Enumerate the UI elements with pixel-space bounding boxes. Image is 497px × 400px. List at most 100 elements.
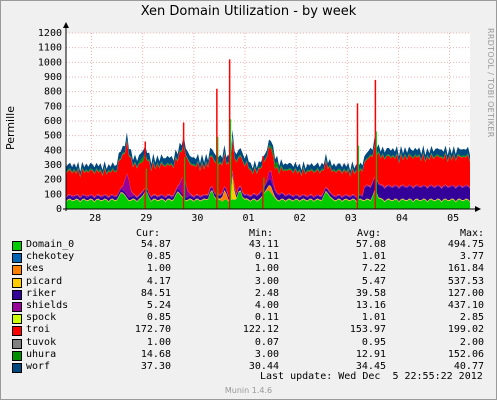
x-tick-label: 29: [140, 213, 152, 224]
legend-value-min: 3.00: [254, 348, 279, 360]
legend-row: shields 5.24 4.00 13.16 437.10: [0, 300, 497, 312]
legend-value-cur: 1.00: [146, 263, 171, 275]
legend-value-max: 2.85: [459, 312, 484, 324]
legend-value-cur: 0.85: [146, 312, 171, 324]
munin-version: Munin 1.4.6: [224, 386, 273, 395]
x-tick-label: 05: [447, 213, 459, 224]
x-tick-label: 01: [243, 213, 255, 224]
legend-row: chekotey 0.85 0.11 1.01 3.77: [0, 251, 497, 264]
legend-value-max: 127.00: [447, 287, 484, 299]
last-update-text: Last update: Wed Dec 5 22:55:22 2012: [260, 371, 483, 382]
x-axis-arrow: [475, 206, 481, 212]
chart-plot: 0 100 200 300 400 500 600 700 800 900 1000 1100 1200…: [38, 22, 481, 224]
legend-value-avg: 34.45: [355, 361, 386, 372]
legend-value-avg: 5.47: [361, 275, 386, 287]
legend-value-avg: 1.01: [361, 312, 386, 324]
legend-value-min: 0.11: [254, 251, 279, 263]
legend-swatch: [12, 314, 22, 325]
y-tick-label: 1200: [38, 28, 62, 39]
legend-value-cur: 1.00: [146, 336, 171, 348]
legend-value-cur: 4.17: [146, 275, 171, 287]
legend-value-avg: 153.97: [349, 324, 386, 336]
legend-swatch: [12, 289, 22, 300]
legend-value-max: 199.02: [447, 324, 484, 336]
y-tick-label: 100: [44, 189, 62, 200]
legend-row: kes 1.00 1.00 7.22 161.84: [0, 263, 497, 276]
legend-series-name: tuvok: [26, 336, 57, 348]
legend-value-min: 2.48: [254, 287, 279, 299]
legend-value-min: 3.00: [254, 275, 279, 287]
legend-swatch: [12, 253, 22, 264]
y-tick-label: 0: [56, 204, 62, 215]
legend-series-name: spock: [26, 312, 57, 324]
legend-value-avg: 7.22: [361, 263, 386, 275]
y-tick-label: 300: [44, 160, 62, 171]
x-tick-label: 02: [294, 213, 306, 224]
legend-header-cur: Cur:: [136, 228, 161, 239]
legend-value-cur: 5.24: [146, 300, 171, 311]
legend-series-name: chekotey: [26, 251, 75, 263]
legend-value-avg: 0.95: [361, 336, 386, 348]
legend-series-name: troi: [26, 324, 51, 336]
legend-row: tuvok 1.00 0.07 0.95 2.00: [0, 337, 497, 349]
rrdtool-credit: RRDTOOL / TOBI OETIKER: [486, 28, 495, 138]
legend-value-cur: 54.87: [140, 239, 171, 250]
legend-header-min: Min:: [249, 228, 274, 239]
legend-value-min: 43.11: [248, 239, 279, 250]
legend-value-max: 3.77: [459, 251, 484, 263]
legend-row: troi 172.70 122.12 153.97 199.02: [0, 324, 497, 337]
legend-series-name: Domain_0: [26, 239, 75, 250]
x-tick-label: 30: [191, 213, 203, 224]
legend-value-min: 1.00: [254, 263, 279, 275]
legend-value-avg: 57.08: [355, 239, 386, 250]
legend-swatch: [12, 326, 22, 337]
x-tick-label: 28: [89, 213, 101, 224]
legend-value-avg: 12.91: [355, 348, 386, 360]
series-area-uhura: [66, 136, 470, 178]
y-tick-label: 600: [44, 116, 62, 127]
chart-title: Xen Domain Utilization - by week: [140, 4, 357, 19]
y-axis-arrow: [63, 22, 69, 28]
legend-value-min: 30.44: [248, 361, 279, 372]
series-area-Domain_0: [66, 190, 470, 209]
y-tick-label: 1100: [38, 43, 62, 54]
legend-series-name: kes: [26, 263, 45, 275]
series-area-shields: [66, 170, 470, 199]
y-tick-label: 900: [44, 72, 62, 83]
legend-value-max: 537.53: [447, 275, 484, 287]
legend-value-cur: 37.30: [140, 361, 171, 372]
legend-value-avg: 13.16: [355, 300, 386, 311]
legend-value-min: 122.12: [242, 324, 279, 336]
legend-row: Domain_0 54.87 43.11 57.08 494.75: [0, 239, 497, 251]
series-area-kes: [66, 185, 470, 203]
legend-swatch: [12, 302, 22, 312]
y-tick-label: 700: [44, 101, 62, 112]
y-tick-label: 800: [44, 87, 62, 98]
legend-value-max: 2.00: [459, 336, 484, 348]
legend-value-avg: 39.58: [355, 287, 386, 299]
legend-series-name: worf: [26, 361, 51, 372]
legend-series-name: picard: [26, 275, 63, 287]
legend-row: worf 37.30 30.44 34.45 40.77: [0, 361, 497, 373]
legend-header-avg: Avg:: [357, 228, 382, 239]
legend-value-max: 437.10: [447, 300, 484, 311]
legend-swatch: [12, 350, 22, 361]
legend-value-min: 4.00: [254, 300, 279, 311]
legend-swatch: [12, 265, 22, 276]
legend-value-cur: 0.85: [146, 251, 171, 263]
x-tick-label: 03: [345, 213, 357, 224]
x-tick-label: 04: [396, 213, 408, 224]
legend-header-max: Max:: [460, 228, 485, 239]
series-area-troi: [66, 138, 470, 198]
legend-value-cur: 172.70: [134, 324, 171, 336]
legend-series-name: riker: [26, 287, 57, 299]
legend-value-min: 0.07: [254, 336, 279, 348]
legend-series-name: uhura: [26, 348, 57, 360]
legend-value-min: 0.11: [254, 312, 279, 324]
legend-row: picard 4.17 3.00 5.47 537.53: [0, 276, 497, 288]
y-tick-label: 400: [44, 145, 62, 156]
series-area-worf: [66, 129, 470, 177]
legend-row: uhura 14.68 3.00 12.91 152.06: [0, 349, 497, 361]
y-tick-label: 200: [44, 175, 62, 186]
legend-series-name: shields: [26, 300, 69, 311]
